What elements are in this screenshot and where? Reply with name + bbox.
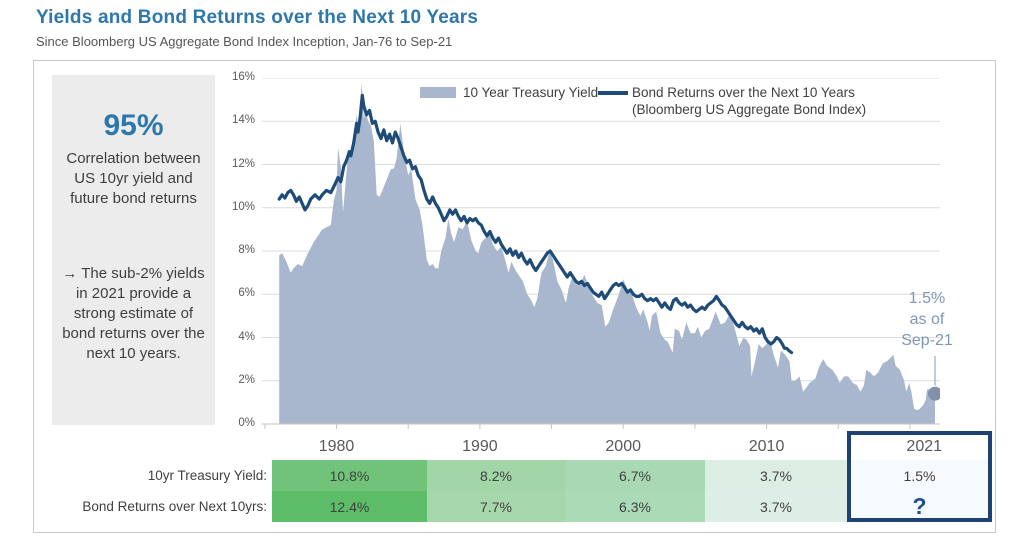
table-row-label-returns: Bond Returns over Next 10yrs: — [82, 499, 267, 514]
table-cell-1980-r0: 10.8% — [272, 460, 427, 491]
y-tick-label: 2% — [238, 373, 255, 386]
table-cell-2010-r1: 3.7% — [705, 491, 847, 522]
table-row: 10.8% 8.2% 6.7% 3.7% 1.5% — [272, 460, 992, 491]
x-tick-label-1980: 1980 — [318, 438, 355, 455]
y-tick-label: 8% — [238, 244, 255, 256]
correlation-stat: 95% — [103, 109, 164, 142]
y-tick-label: 12% — [231, 157, 255, 170]
page-title: Yields and Bond Returns over the Next 10… — [36, 7, 479, 28]
table-cell-2010-r0: 3.7% — [705, 460, 847, 491]
y-tick-label: 4% — [238, 330, 255, 343]
y-tick-label: 6% — [238, 287, 255, 300]
annotation-value: 1.5% — [908, 290, 946, 307]
table-cell-1990-r1: 7.7% — [427, 491, 565, 522]
table-row-label-yield: 10yr Treasury Yield: — [147, 468, 267, 483]
area-swatch-icon — [420, 87, 456, 98]
legend-item-treasury-yield: 10 Year Treasury Yield — [420, 85, 598, 102]
plot-area — [262, 78, 940, 429]
x-tick-label-2021: 2021 — [906, 438, 943, 455]
legend-label: Bond Returns over the Next 10 Years (Blo… — [632, 85, 867, 117]
x-axis-line — [262, 423, 940, 429]
annotation-date: Sep-21 — [901, 332, 953, 349]
x-tick-label-2000: 2000 — [605, 438, 641, 455]
legend-item-bond-returns: Bond Returns over the Next 10 Years (Blo… — [598, 85, 866, 119]
annotation-text: as of — [909, 311, 945, 328]
treasury-yield-area-series — [279, 82, 935, 425]
sidebar-note: → The sub-2% yields in 2021 provide a st… — [62, 265, 205, 363]
table-cell-1990-r0: 8.2% — [427, 460, 565, 491]
correlation-caption: Correlation between US 10yr yield and fu… — [66, 150, 201, 207]
table-cell-2000-r0: 6.7% — [565, 460, 705, 491]
y-tick-label: 10% — [231, 200, 255, 213]
legend-label: 10 Year Treasury Yield — [463, 85, 599, 100]
x-tick-label-1990: 1990 — [462, 438, 498, 455]
table-cell-2021-r0: 1.5% — [847, 460, 992, 491]
x-tick-label-2010: 2010 — [748, 438, 785, 455]
latest-value-dot — [928, 386, 940, 401]
table-cell-2000-r1: 6.3% — [565, 491, 705, 522]
latest-value-annotation: 1.5% as of Sep-21 — [887, 288, 967, 351]
unknown-value-mark: ? — [912, 493, 927, 519]
table-cell-2021-r1: ? — [847, 491, 992, 522]
line-swatch-icon — [598, 91, 628, 95]
table-cell-1980-r1: 12.4% — [272, 491, 427, 522]
highlight-box-2021 — [847, 431, 992, 522]
y-tick-label: 14% — [231, 114, 255, 127]
y-tick-label: 16% — [231, 71, 255, 83]
y-tick-label: 0% — [238, 417, 255, 429]
correlation-callout: 95% Correlation between US 10yr yield an… — [52, 75, 215, 425]
table-row: 12.4% 7.7% 6.3% 3.7%? — [272, 491, 992, 522]
bond-returns-line-series — [277, 93, 794, 355]
page-subtitle: Since Bloomberg US Aggregate Bond Index … — [36, 34, 453, 49]
